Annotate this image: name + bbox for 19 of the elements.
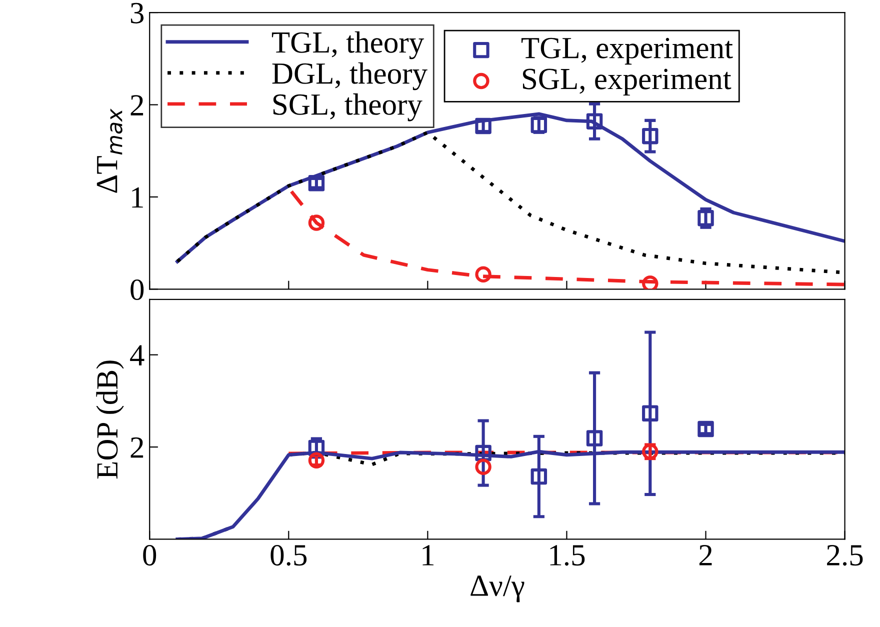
- y-tick-label: 2: [130, 437, 144, 458]
- x-tick-label: 1: [422, 545, 434, 566]
- legend-label: TGL, theory: [272, 31, 424, 60]
- legend-label: DGL, theory: [272, 62, 428, 90]
- y-axis-title: ΔT$_{max}$: [96, 108, 122, 193]
- legend-label: TGL, experiment: [521, 38, 733, 65]
- legend-label: SGL, theory: [273, 93, 422, 122]
- x-tick-label: 0.5: [270, 544, 307, 566]
- x-tick-label: 1.5: [550, 545, 585, 566]
- y-axis-title: EOP (dB): [96, 360, 124, 479]
- legend-label: SGL, experiment: [522, 68, 732, 96]
- x-tick-label: 2: [699, 545, 712, 566]
- y-tick-label: 0: [130, 279, 144, 300]
- y-tick-label: 1: [132, 187, 143, 208]
- y-tick-label: 3: [130, 2, 144, 24]
- y-tick-label: 4: [130, 345, 144, 366]
- y-tick-label: 2: [130, 95, 144, 116]
- x-tick-label: 2.5: [827, 545, 863, 566]
- x-axis-title: Δν/γ: [470, 576, 524, 602]
